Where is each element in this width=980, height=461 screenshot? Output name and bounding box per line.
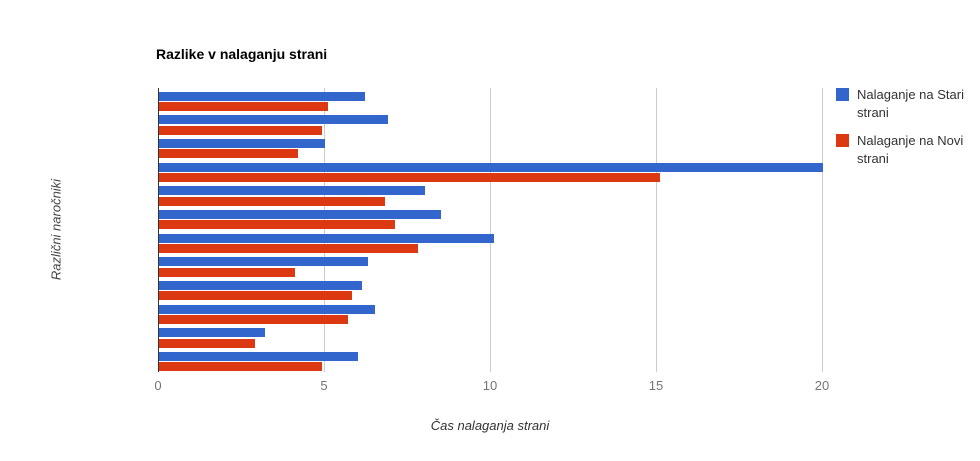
bar-stari-6[interactable] <box>159 209 442 219</box>
bar-stari-12[interactable] <box>159 351 359 361</box>
x-tick-label: 5 <box>320 378 328 393</box>
legend: Nalaganje na Stari strani Nalaganje na N… <box>836 86 976 178</box>
x-tick-label: 15 <box>648 378 664 393</box>
chart-title: Razlike v nalaganju strani <box>156 46 328 62</box>
legend-label: Nalaganje na Novi strani <box>857 133 964 166</box>
bar-novi-11[interactable] <box>159 338 256 348</box>
bar-novi-8[interactable] <box>159 267 296 277</box>
bar-stari-8[interactable] <box>159 257 369 267</box>
bar-stari-3[interactable] <box>159 138 325 148</box>
bar-stari-7[interactable] <box>159 233 495 243</box>
plot-area <box>158 88 823 372</box>
legend-item-novi-strani: Nalaganje na Novi strani <box>836 132 976 168</box>
bar-novi-6[interactable] <box>159 220 395 230</box>
bar-novi-5[interactable] <box>159 196 385 206</box>
legend-label: Nalaganje na Stari strani <box>857 87 964 120</box>
bar-novi-9[interactable] <box>159 291 352 301</box>
x-tick-label: 0 <box>154 378 162 393</box>
bar-novi-2[interactable] <box>159 125 322 135</box>
bar-novi-1[interactable] <box>159 102 329 111</box>
bar-novi-4[interactable] <box>159 173 661 182</box>
x-tick-label: 20 <box>814 378 830 393</box>
bar-stari-11[interactable] <box>159 328 266 338</box>
y-axis-title: Različni naročniki <box>48 178 64 281</box>
x-axis-tick-row: 0 5 10 15 20 <box>154 378 829 394</box>
x-axis-title: Čas nalaganja strani <box>430 418 550 433</box>
bar-novi-10[interactable] <box>159 315 349 324</box>
legend-swatch-blue <box>836 88 849 101</box>
bar-stari-1[interactable] <box>159 91 365 101</box>
bar-stari-9[interactable] <box>159 280 362 290</box>
gridline-x-15 <box>656 88 657 372</box>
bar-stari-5[interactable] <box>159 186 425 196</box>
x-tick-label: 10 <box>482 378 498 393</box>
gridline-x-20 <box>822 88 823 372</box>
legend-item-stari-strani: Nalaganje na Stari strani <box>836 86 976 122</box>
gridline-x-5 <box>324 88 325 372</box>
bar-novi-12[interactable] <box>159 362 322 372</box>
bar-stari-2[interactable] <box>159 115 389 125</box>
legend-swatch-red <box>836 134 849 147</box>
bar-novi-7[interactable] <box>159 244 418 253</box>
bar-stari-4[interactable] <box>159 162 823 172</box>
bar-stari-10[interactable] <box>159 304 375 314</box>
gridline-x-10 <box>490 88 491 372</box>
bar-novi-3[interactable] <box>159 149 299 159</box>
